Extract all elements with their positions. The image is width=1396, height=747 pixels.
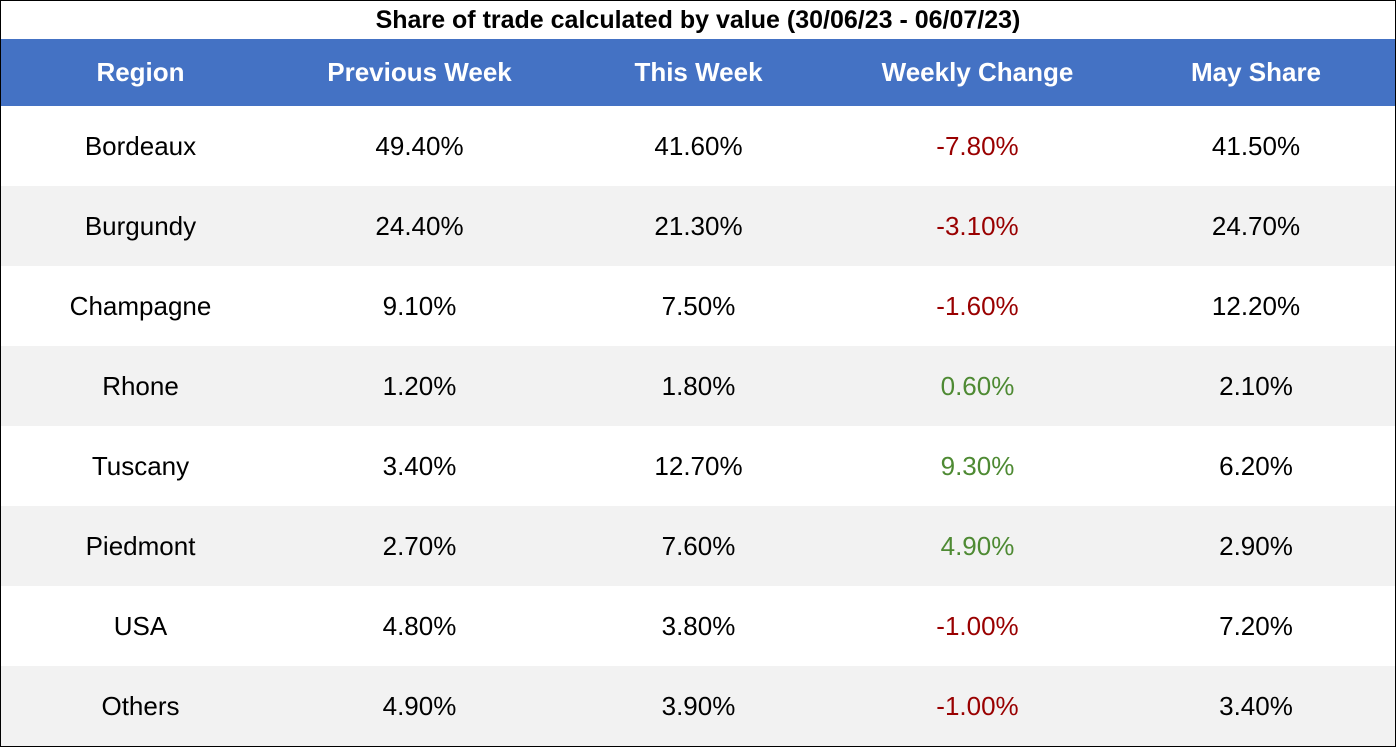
cell-region: Champagne <box>69 290 212 321</box>
cell-region: Others <box>101 690 180 721</box>
cell-region: Bordeaux <box>84 130 197 161</box>
cell-this-week: 3.90% <box>661 690 736 721</box>
cell-region: USA <box>113 610 168 641</box>
cell-may-share: 7.20% <box>1219 610 1293 641</box>
cell-may-share: 2.10% <box>1219 370 1293 401</box>
cell-this-week: 21.30% <box>654 210 743 241</box>
cell-weekly-change: -3.10% <box>936 210 1019 241</box>
cell-region: Burgundy <box>84 210 197 241</box>
cell-may-share: 3.40% <box>1219 690 1293 721</box>
header-may-share: May Share <box>1117 39 1395 106</box>
cell-previous-week: 2.70% <box>382 530 457 561</box>
cell-previous-week: 49.40% <box>375 130 464 161</box>
cell-may-share: 24.70% <box>1211 210 1301 241</box>
cell-weekly-change: -1.00% <box>936 690 1019 721</box>
cell-may-share: 41.50% <box>1211 130 1301 161</box>
cell-this-week: 41.60% <box>654 130 743 161</box>
cell-this-week: 3.80% <box>661 610 736 641</box>
cell-may-share: 12.20% <box>1211 290 1301 321</box>
cell-weekly-change: 0.60% <box>940 370 1015 401</box>
cell-may-share: 2.90% <box>1219 530 1293 561</box>
cell-this-week: 7.50% <box>661 290 736 321</box>
cell-weekly-change: -1.00% <box>936 610 1019 641</box>
cell-previous-week: 4.80% <box>382 610 457 641</box>
header-row: Region Previous Week This Week Weekly Ch… <box>1 39 1395 106</box>
table-row: Bordeaux 49.40% 41.60% -7.80% 41.50% <box>1 106 1395 186</box>
table-row: Burgundy 24.40% 21.30% -3.10% 24.70% <box>1 186 1395 266</box>
header-previous-week: Previous Week <box>280 39 559 106</box>
cell-previous-week: 3.40% <box>382 450 457 481</box>
table-row: Piedmont 2.70% 7.60% 4.90% 2.90% <box>1 506 1395 586</box>
cell-may-share: 6.20% <box>1219 450 1293 481</box>
cell-weekly-change: -1.60% <box>936 290 1019 321</box>
table-row: Others 4.90% 3.90% -1.00% 3.40% <box>1 666 1395 746</box>
table-header: Region Previous Week This Week Weekly Ch… <box>1 39 1395 106</box>
cell-region: Tuscany <box>91 450 190 481</box>
trade-share-table: Region Previous Week This Week Weekly Ch… <box>1 39 1395 746</box>
cell-previous-week: 24.40% <box>375 210 464 241</box>
table-row: USA 4.80% 3.80% -1.00% 7.20% <box>1 586 1395 666</box>
cell-previous-week: 4.90% <box>382 690 457 721</box>
table-body: Bordeaux 49.40% 41.60% -7.80% 41.50% Burgundy… <box>1 106 1395 746</box>
table-title: Share of trade calculated by value (30/0… <box>375 6 1021 34</box>
cell-weekly-change: 9.30% <box>940 450 1015 481</box>
table-row: Champagne 9.10% 7.50% -1.60% 12.20% <box>1 266 1395 346</box>
table-row: Tuscany 3.40% 12.70% 9.30% 6.20% <box>1 426 1395 506</box>
header-region: Region <box>1 39 280 106</box>
cell-this-week: 7.60% <box>661 530 736 561</box>
cell-region: Piedmont <box>85 530 196 561</box>
cell-region: Rhone <box>102 370 179 401</box>
header-this-week: This Week <box>559 39 838 106</box>
cell-previous-week: 9.10% <box>382 290 457 321</box>
table-row: Rhone 1.20% 1.80% 0.60% 2.10% <box>1 346 1395 426</box>
cell-this-week: 1.80% <box>661 370 736 401</box>
cell-previous-week: 1.20% <box>382 370 457 401</box>
header-weekly-change: Weekly Change <box>838 39 1117 106</box>
cell-weekly-change: 4.90% <box>940 530 1015 561</box>
cell-this-week: 12.70% <box>654 450 743 481</box>
cell-weekly-change: -7.80% <box>936 130 1019 161</box>
